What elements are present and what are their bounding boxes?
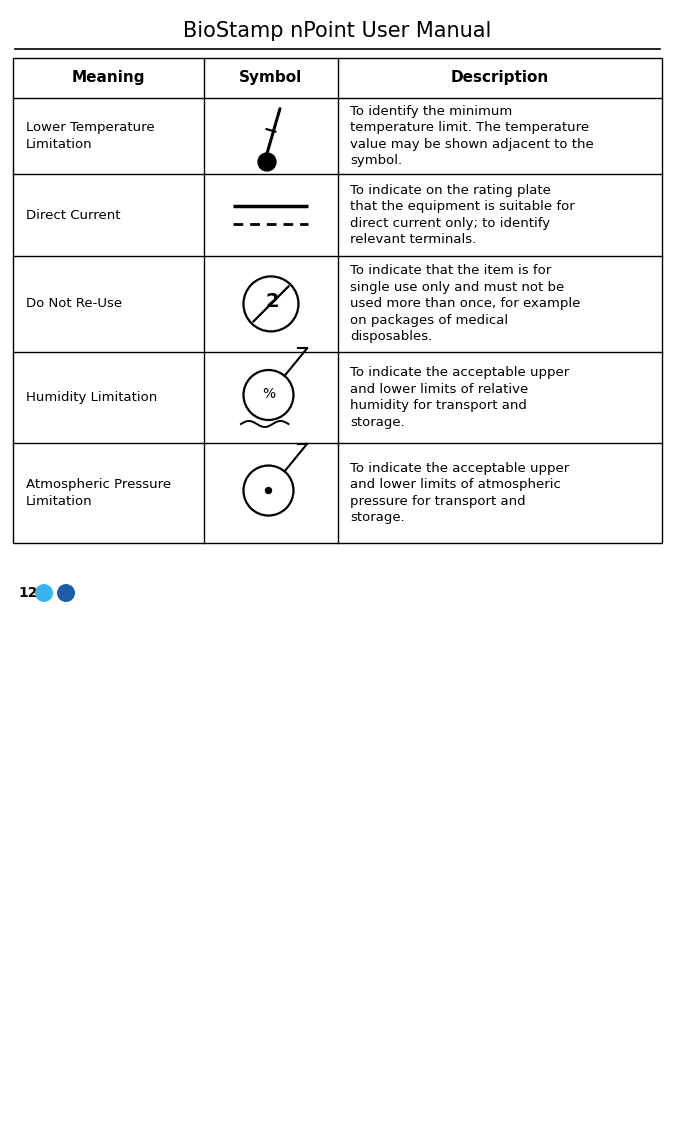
- Text: 12: 12: [18, 586, 38, 600]
- Circle shape: [35, 584, 53, 602]
- Text: Humidity Limitation: Humidity Limitation: [26, 391, 157, 404]
- Text: Description: Description: [451, 71, 549, 85]
- Text: Symbol: Symbol: [240, 71, 302, 85]
- Text: Meaning: Meaning: [72, 71, 146, 85]
- Circle shape: [244, 276, 298, 331]
- Text: BioStamp nPoint User Manual: BioStamp nPoint User Manual: [184, 21, 491, 42]
- Circle shape: [57, 584, 75, 602]
- Text: Direct Current: Direct Current: [26, 209, 121, 221]
- Bar: [13, 58, 662, 544]
- Text: To indicate the acceptable upper
and lower limits of atmospheric
pressure for tr: To indicate the acceptable upper and low…: [350, 462, 570, 524]
- Text: To identify the minimum
temperature limit. The temperature
value may be shown ad: To identify the minimum temperature limi…: [350, 104, 594, 167]
- Text: To indicate that the item is for
single use only and must not be
used more than : To indicate that the item is for single …: [350, 264, 581, 344]
- Text: %: %: [262, 387, 275, 401]
- Circle shape: [244, 369, 294, 420]
- Text: Do Not Re-Use: Do Not Re-Use: [26, 298, 122, 310]
- Circle shape: [244, 466, 294, 515]
- Text: To indicate on the rating plate
that the equipment is suitable for
direct curren: To indicate on the rating plate that the…: [350, 184, 575, 246]
- Text: Lower Temperature
Limitation: Lower Temperature Limitation: [26, 121, 155, 150]
- Text: To indicate the acceptable upper
and lower limits of relative
humidity for trans: To indicate the acceptable upper and low…: [350, 366, 570, 429]
- Circle shape: [265, 487, 271, 493]
- Text: Atmospheric Pressure
Limitation: Atmospheric Pressure Limitation: [26, 478, 171, 508]
- Text: 2: 2: [265, 292, 279, 311]
- Circle shape: [258, 153, 276, 171]
